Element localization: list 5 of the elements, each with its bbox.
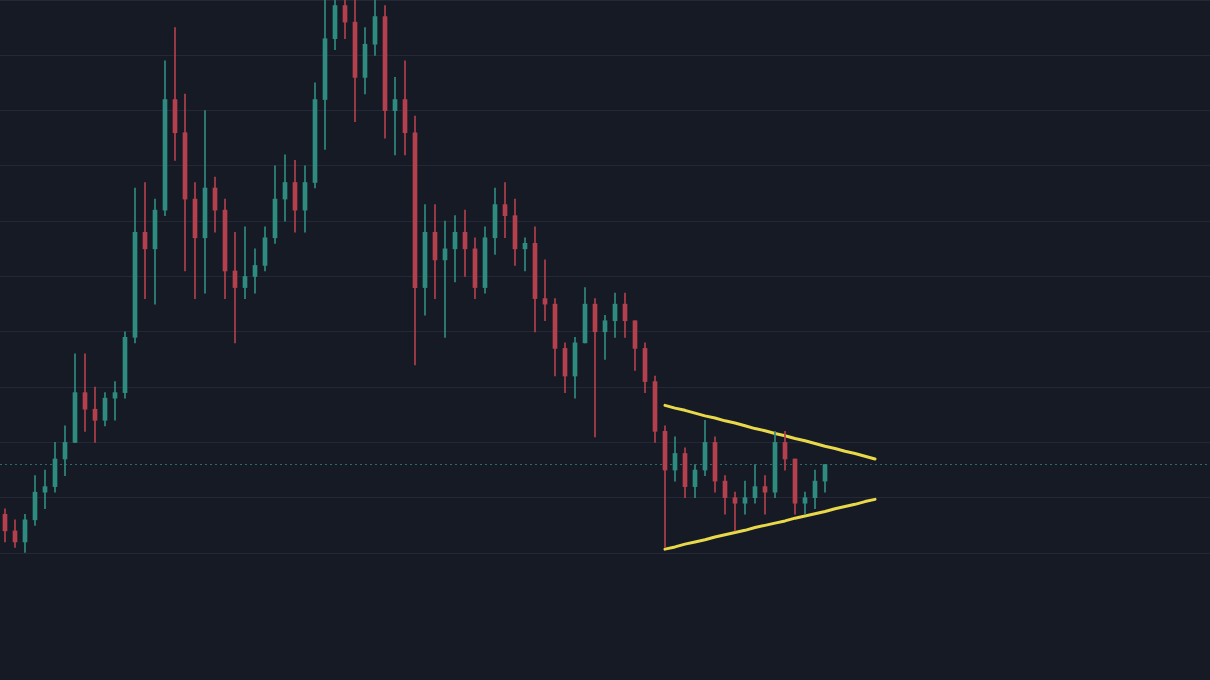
candlestick: [732, 491, 738, 532]
candlestick: [42, 469, 48, 510]
candlestick: [762, 475, 768, 515]
candlestick: [742, 480, 748, 515]
candlestick: [82, 353, 88, 432]
